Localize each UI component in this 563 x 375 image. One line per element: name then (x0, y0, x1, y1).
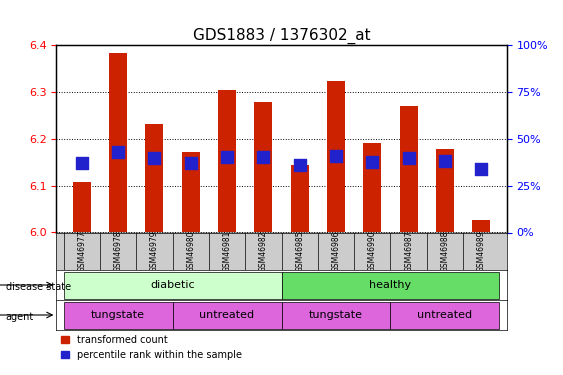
Legend: transformed count, percentile rank within the sample: transformed count, percentile rank withi… (61, 335, 242, 360)
Point (295, 162, 304, 168)
Bar (254, 102, 272, 232)
Point (477, 166, 486, 172)
FancyBboxPatch shape (391, 302, 499, 328)
FancyBboxPatch shape (172, 302, 282, 328)
FancyBboxPatch shape (282, 272, 499, 298)
Bar (472, 220, 490, 232)
Bar (73, 182, 91, 232)
Text: tungstate: tungstate (91, 310, 145, 320)
Bar (363, 143, 381, 232)
Point (440, 158, 449, 164)
Point (368, 159, 377, 165)
Point (77, 160, 86, 166)
Bar (109, 53, 127, 232)
Text: disease state: disease state (6, 282, 71, 292)
Point (259, 154, 268, 160)
Text: GSM46990: GSM46990 (368, 230, 377, 272)
Title: GDS1883 / 1376302_at: GDS1883 / 1376302_at (193, 27, 370, 44)
Text: agent: agent (6, 312, 34, 322)
Point (404, 155, 413, 161)
Text: GSM46980: GSM46980 (186, 231, 195, 272)
Bar (400, 106, 418, 232)
Text: GSM46982: GSM46982 (259, 231, 268, 272)
Point (222, 153, 231, 159)
FancyBboxPatch shape (64, 272, 282, 298)
Text: GSM46978: GSM46978 (114, 231, 123, 272)
Bar (182, 152, 200, 232)
Text: GSM46988: GSM46988 (440, 231, 449, 272)
Point (186, 160, 195, 166)
FancyBboxPatch shape (64, 302, 172, 328)
Text: diabetic: diabetic (150, 280, 195, 290)
Text: untreated: untreated (199, 310, 254, 320)
Text: GSM46979: GSM46979 (150, 230, 159, 272)
Point (114, 149, 123, 155)
Text: GSM46989: GSM46989 (477, 231, 486, 272)
Bar (436, 149, 454, 232)
Text: healthy: healthy (369, 280, 412, 290)
Bar (145, 124, 163, 232)
Point (332, 153, 341, 159)
Text: tungstate: tungstate (309, 310, 363, 320)
Text: GSM46977: GSM46977 (77, 230, 86, 272)
Text: GSM46985: GSM46985 (295, 231, 304, 272)
FancyBboxPatch shape (282, 302, 391, 328)
Bar (218, 90, 236, 232)
Text: untreated: untreated (417, 310, 472, 320)
Bar (327, 81, 345, 232)
Bar (291, 165, 309, 232)
Text: GSM46986: GSM46986 (332, 231, 341, 272)
Text: GSM46981: GSM46981 (222, 231, 231, 272)
Point (150, 155, 159, 161)
Text: GSM46987: GSM46987 (404, 231, 413, 272)
